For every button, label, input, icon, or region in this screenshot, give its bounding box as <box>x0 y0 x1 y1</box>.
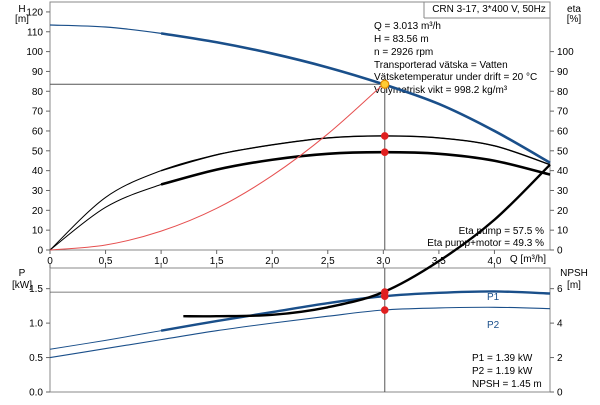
top-left-axis-label: H <box>18 4 25 15</box>
p2-series-label: P2 <box>487 320 500 331</box>
eta-pump-curve <box>160 135 551 172</box>
top-left-tick-label: 0 <box>37 246 43 257</box>
duty-point <box>380 79 390 89</box>
top-right-tick-label: 50 <box>557 146 569 157</box>
x-axis-label: Q [m³/h] <box>510 254 546 265</box>
p2-annotation: P2 = 1.19 kW <box>472 366 533 377</box>
bottom-left-axis-label: P <box>19 268 26 279</box>
info-q: Q = 3.013 m³/h <box>374 21 441 32</box>
top-right-tick-label: 10 <box>557 226 569 237</box>
system-curve <box>49 83 384 251</box>
p1-series-label: P1 <box>487 292 500 303</box>
eta-pump-motor-curve <box>160 150 551 186</box>
bottom-left-axis-unit: [kW] <box>12 280 32 291</box>
top-left-tick-label: 30 <box>32 186 44 197</box>
x-tick-label: 1.5 <box>210 256 224 267</box>
top-right-tick-label: 100 <box>557 47 574 58</box>
top-right-axis-unit: [%] <box>567 14 582 25</box>
chart-marks: 0102030405060708090100110120010203040506… <box>26 7 574 398</box>
x-tick-label: 3.0 <box>376 256 390 267</box>
x-tick-label: 2.0 <box>265 256 279 267</box>
top-right-tick-label: 80 <box>557 87 569 98</box>
npsh-annotation: NPSH = 1.45 m <box>472 379 542 390</box>
p1-curve <box>160 290 551 332</box>
x-tick-label: 2.5 <box>321 256 335 267</box>
top-left-tick-label: 80 <box>32 87 44 98</box>
top-left-tick-label: 100 <box>26 47 43 58</box>
top-right-tick-label: 30 <box>557 186 569 197</box>
top-right-tick-label: 60 <box>557 126 569 137</box>
power-point <box>380 306 389 314</box>
p1-annotation: P1 = 1.39 kW <box>472 353 533 364</box>
eta-point <box>380 148 389 156</box>
top-left-axis-unit: [m] <box>15 14 29 25</box>
head-curve-thin <box>49 24 217 43</box>
bottom-left-tick-label: 1.0 <box>29 319 43 330</box>
bottom-right-tick-label: 0 <box>557 388 563 399</box>
eta-point <box>380 132 389 140</box>
top-right-axis-label: eta <box>567 4 581 15</box>
top-left-tick-label: 10 <box>32 226 44 237</box>
head-curve <box>160 32 551 164</box>
top-right-tick-label: 20 <box>557 206 569 217</box>
info-n: n = 2926 rpm <box>374 47 433 58</box>
top-left-tick-label: 60 <box>32 126 44 137</box>
bottom-right-tick-label: 2 <box>557 353 563 364</box>
info-h: H = 83.56 m <box>374 34 429 45</box>
top-plot-frame <box>49 1 551 251</box>
top-left-tick-label: 20 <box>32 206 44 217</box>
bottom-left-tick-label: 1.5 <box>29 284 43 295</box>
x-tick-label: 0 <box>47 256 53 267</box>
bottom-right-axis-label: NPSH <box>560 268 588 279</box>
top-right-tick-label: 70 <box>557 107 569 118</box>
top-left-tick-label: 40 <box>32 166 44 177</box>
eta-pump-annotation: Eta pump = 57.5 % <box>459 226 544 237</box>
info-density: Volymetrisk vikt = 998.2 kg/m³ <box>374 85 508 96</box>
npsh-point <box>380 288 389 296</box>
eta-pump-motor-annotation: Eta pump+motor = 49.3 % <box>427 238 544 249</box>
top-left-tick-label: 70 <box>32 107 44 118</box>
top-left-tick-label: 50 <box>32 146 44 157</box>
bottom-right-tick-label: 4 <box>557 319 563 330</box>
bottom-left-tick-label: 0.5 <box>29 353 43 364</box>
bottom-right-tick-label: 6 <box>557 284 563 295</box>
info-liquid: Transporterad vätska = Vatten <box>374 60 508 71</box>
chart-title: CRN 3-17, 3*400 V, 50Hz <box>432 4 546 15</box>
bottom-plot-frame <box>49 267 551 393</box>
top-right-tick-label: 40 <box>557 166 569 177</box>
top-left-tick-label: 110 <box>27 27 43 38</box>
p2-curve <box>49 306 551 359</box>
info-temperature: Vätsketemperatur under drift = 20 °C <box>374 72 537 83</box>
x-tick-label: 4.0 <box>487 256 501 267</box>
x-tick-label: 0.5 <box>99 256 113 267</box>
top-left-tick-label: 90 <box>32 67 44 78</box>
top-right-tick-label: 90 <box>557 67 569 78</box>
npsh-curve <box>183 163 551 318</box>
x-tick-label: 1.0 <box>154 256 168 267</box>
top-left-tick-label: 120 <box>26 7 43 18</box>
bottom-left-tick-label: 0.0 <box>29 388 43 399</box>
bottom-right-axis-unit: [m] <box>567 280 581 291</box>
top-right-tick-label: 0 <box>557 246 563 257</box>
